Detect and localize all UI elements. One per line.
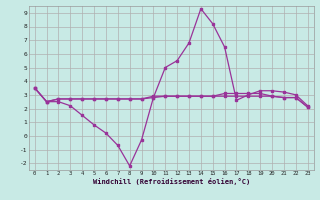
- X-axis label: Windchill (Refroidissement éolien,°C): Windchill (Refroidissement éolien,°C): [92, 178, 250, 185]
